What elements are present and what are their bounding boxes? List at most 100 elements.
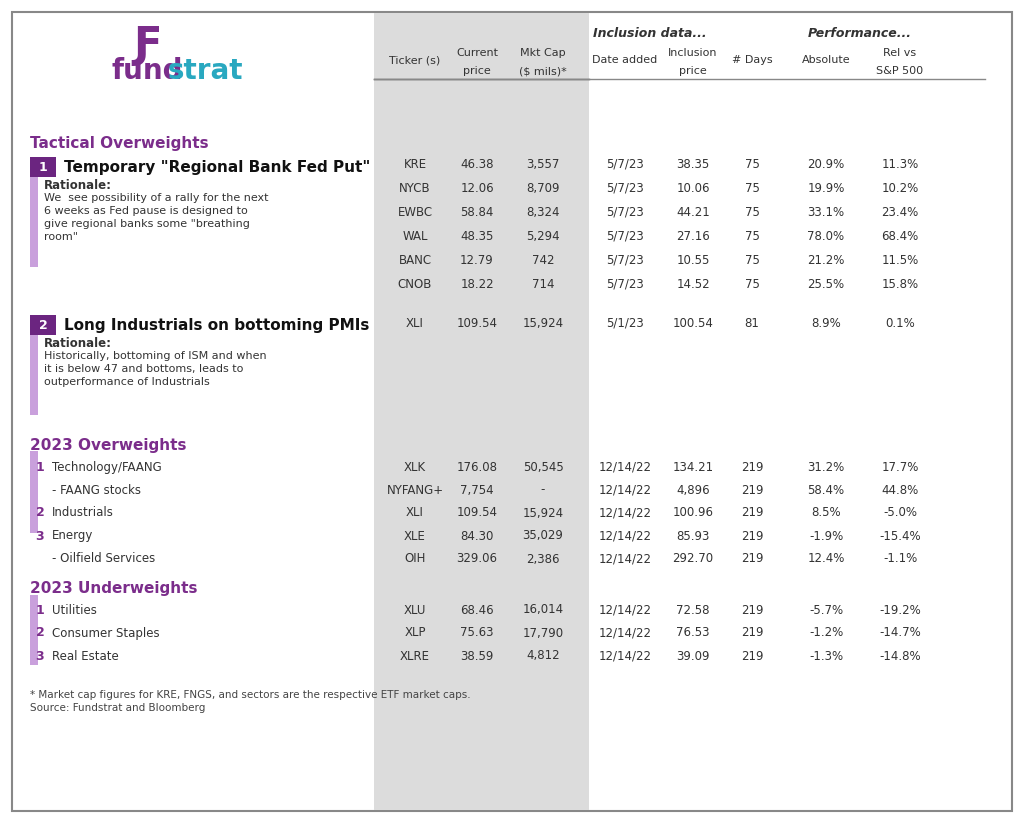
Text: 8,709: 8,709	[526, 182, 560, 194]
Text: 5/7/23: 5/7/23	[606, 157, 644, 170]
Text: * Market cap figures for KRE, FNGS, and sectors are the respective ETF market ca: * Market cap figures for KRE, FNGS, and …	[30, 690, 471, 700]
Text: 38.59: 38.59	[461, 649, 494, 663]
Text: OIH: OIH	[404, 552, 426, 565]
Text: 84.30: 84.30	[461, 529, 494, 542]
Text: 1: 1	[36, 603, 44, 616]
Text: XLI: XLI	[407, 506, 424, 519]
Text: fund: fund	[112, 57, 183, 85]
Text: 329.06: 329.06	[457, 552, 498, 565]
Text: Current: Current	[456, 48, 498, 58]
Text: XLK: XLK	[403, 461, 426, 473]
Text: 2: 2	[36, 626, 44, 639]
Text: Industrials: Industrials	[52, 506, 114, 519]
Text: 8.5%: 8.5%	[811, 506, 841, 519]
Text: 2: 2	[39, 319, 47, 332]
Text: 219: 219	[740, 649, 763, 663]
Text: XLE: XLE	[404, 529, 426, 542]
Text: 219: 219	[740, 626, 763, 639]
Text: 10.55: 10.55	[676, 253, 710, 267]
Text: 75: 75	[744, 230, 760, 243]
Text: 75: 75	[744, 182, 760, 194]
Text: -5.7%: -5.7%	[809, 603, 843, 616]
Text: Date added: Date added	[592, 55, 657, 65]
Text: Energy: Energy	[52, 529, 93, 542]
Text: 75: 75	[744, 157, 760, 170]
Text: Inclusion data...: Inclusion data...	[593, 26, 707, 40]
Text: 21.2%: 21.2%	[807, 253, 845, 267]
Text: Mkt Cap: Mkt Cap	[520, 48, 566, 58]
Text: -15.4%: -15.4%	[880, 529, 921, 542]
Text: 46.38: 46.38	[460, 157, 494, 170]
Text: - FAANG stocks: - FAANG stocks	[52, 483, 141, 496]
Text: S&P 500: S&P 500	[877, 66, 924, 76]
Text: 12.79: 12.79	[460, 253, 494, 267]
Text: -1.3%: -1.3%	[809, 649, 843, 663]
Text: 17.7%: 17.7%	[882, 461, 919, 473]
Text: # Days: # Days	[732, 55, 772, 65]
Text: 12/14/22: 12/14/22	[598, 506, 651, 519]
Text: 1: 1	[39, 160, 47, 174]
Text: 0.1%: 0.1%	[885, 317, 914, 329]
Text: 134.21: 134.21	[673, 461, 714, 473]
Text: ($ mils)*: ($ mils)*	[519, 66, 567, 76]
Text: 25.5%: 25.5%	[808, 277, 845, 291]
Text: 12/14/22: 12/14/22	[598, 603, 651, 616]
Text: 31.2%: 31.2%	[807, 461, 845, 473]
Text: 15,924: 15,924	[522, 317, 563, 329]
Text: 5,294: 5,294	[526, 230, 560, 243]
Text: 44.8%: 44.8%	[882, 483, 919, 496]
Text: KRE: KRE	[403, 157, 427, 170]
Text: 17,790: 17,790	[522, 626, 563, 639]
Text: Rationale:: Rationale:	[44, 179, 112, 192]
Text: 27.16: 27.16	[676, 230, 710, 243]
Text: 75: 75	[744, 253, 760, 267]
Text: 5/7/23: 5/7/23	[606, 253, 644, 267]
Text: 10.2%: 10.2%	[882, 182, 919, 194]
Bar	[30, 163, 38, 267]
Text: 3: 3	[36, 649, 44, 663]
Text: 50,545: 50,545	[522, 461, 563, 473]
Text: XLP: XLP	[404, 626, 426, 639]
Text: Tactical Overweights: Tactical Overweights	[30, 136, 209, 151]
Text: 12/14/22: 12/14/22	[598, 461, 651, 473]
Text: 12.06: 12.06	[460, 182, 494, 194]
Text: 12/14/22: 12/14/22	[598, 529, 651, 542]
Text: Source: Fundstrat and Bloomberg: Source: Fundstrat and Bloomberg	[30, 703, 206, 713]
Text: -19.2%: -19.2%	[880, 603, 921, 616]
Text: WAL: WAL	[402, 230, 428, 243]
Text: 58.84: 58.84	[461, 206, 494, 218]
Text: 23.4%: 23.4%	[882, 206, 919, 218]
Text: 20.9%: 20.9%	[807, 157, 845, 170]
Text: 1: 1	[36, 461, 44, 473]
Text: -1.2%: -1.2%	[809, 626, 843, 639]
Text: 2023 Underweights: 2023 Underweights	[30, 580, 198, 596]
Bar	[374, 13, 589, 810]
Text: 100.96: 100.96	[673, 506, 714, 519]
Text: 292.70: 292.70	[673, 552, 714, 565]
Text: 2: 2	[36, 506, 44, 519]
Text: price: price	[679, 66, 707, 76]
Text: BANC: BANC	[398, 253, 431, 267]
Text: 58.4%: 58.4%	[808, 483, 845, 496]
Text: Ƒ: Ƒ	[134, 24, 162, 66]
Text: XLI: XLI	[407, 317, 424, 329]
Bar	[30, 595, 38, 665]
Text: 176.08: 176.08	[457, 461, 498, 473]
Text: Temporary "Regional Bank Fed Put": Temporary "Regional Bank Fed Put"	[63, 160, 371, 174]
Text: 48.35: 48.35	[461, 230, 494, 243]
Text: 219: 219	[740, 461, 763, 473]
Text: Rationale:: Rationale:	[44, 337, 112, 350]
Text: 68.46: 68.46	[460, 603, 494, 616]
Text: Technology/FAANG: Technology/FAANG	[52, 461, 162, 473]
Text: strat: strat	[168, 57, 244, 85]
Bar	[30, 157, 56, 177]
Text: Absolute: Absolute	[802, 55, 850, 65]
Text: 3,557: 3,557	[526, 157, 560, 170]
Text: 109.54: 109.54	[457, 506, 498, 519]
Text: outperformance of Industrials: outperformance of Industrials	[44, 377, 210, 387]
Text: Rel vs: Rel vs	[884, 48, 916, 58]
Text: XLRE: XLRE	[400, 649, 430, 663]
Text: 10.06: 10.06	[676, 182, 710, 194]
Text: 219: 219	[740, 552, 763, 565]
Text: 4,812: 4,812	[526, 649, 560, 663]
